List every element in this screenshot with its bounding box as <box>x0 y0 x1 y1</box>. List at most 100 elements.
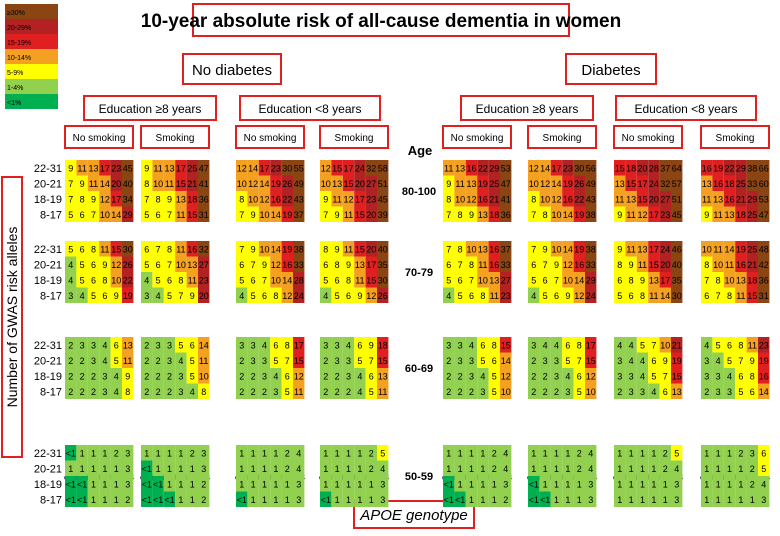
cell-value: 5 <box>167 291 172 301</box>
cell-value: 1 <box>357 464 362 474</box>
heat-cell <box>186 368 198 384</box>
heat-cell <box>198 206 210 222</box>
cell-value: 6 <box>480 340 485 350</box>
heat-cell <box>99 445 111 461</box>
cell-value: 23 <box>501 291 511 301</box>
heat-cell <box>354 337 366 353</box>
heat-cell <box>87 337 100 353</box>
cell-value: 1 <box>480 479 485 489</box>
heat-cell <box>443 445 455 461</box>
smoking-box <box>700 125 770 149</box>
heat-cell <box>671 368 683 384</box>
heat-cell <box>454 241 466 257</box>
heat-cell <box>87 272 100 288</box>
cell-value: 2 <box>369 464 374 474</box>
cell-value: 16 <box>702 163 712 173</box>
cell-value: 2 <box>531 387 536 397</box>
cell-value: 1 <box>323 479 328 489</box>
cell-value: 2 <box>469 387 474 397</box>
cell-value: 1 <box>346 448 351 458</box>
heat-cell <box>477 256 489 272</box>
heat-cell <box>175 476 187 492</box>
heat-cell <box>746 460 758 476</box>
cell-value: 1 <box>738 479 743 489</box>
cell-value: 25 <box>489 179 499 189</box>
heat-cell <box>648 460 660 476</box>
cell-value: 10 <box>724 275 734 285</box>
cell-value: 27 <box>366 179 376 189</box>
heat-cell <box>198 460 210 476</box>
cell-value: 1 <box>323 464 328 474</box>
cell-value: 11 <box>478 260 487 270</box>
cell-value: 5 <box>335 291 340 301</box>
heat-cell <box>636 272 649 288</box>
cell-value: 8 <box>335 260 340 270</box>
cell-value: 6 <box>738 371 743 381</box>
heat-cell <box>342 191 355 207</box>
heat-cell <box>550 160 563 176</box>
cell-value: 3 <box>80 340 85 350</box>
cell-value: 53 <box>759 194 769 204</box>
heat-cell <box>99 337 111 353</box>
cell-value: 3 <box>296 495 301 505</box>
heat-cell <box>671 460 683 476</box>
cell-value: 5 <box>144 260 149 270</box>
heat-cell <box>614 460 626 476</box>
heat-cell <box>454 460 466 476</box>
heat-cell <box>758 191 770 207</box>
cell-value: 2 <box>458 387 463 397</box>
heat-cell <box>443 206 455 222</box>
heat-cell <box>110 175 122 191</box>
cell-value: 2 <box>190 448 195 458</box>
cell-value: 2 <box>156 387 161 397</box>
cell-value: 5 <box>144 210 149 220</box>
cell-value: 24 <box>586 291 596 301</box>
cell-value: 38 <box>294 244 304 254</box>
cell-value: 14 <box>563 244 573 254</box>
heat-cell <box>550 191 563 207</box>
cell-value: 4 <box>617 340 622 350</box>
cell-value: 23 <box>366 194 376 204</box>
heat-cell <box>562 241 574 257</box>
cell-value: 1 <box>239 464 244 474</box>
heat-cell <box>198 160 210 176</box>
education-box <box>83 95 217 121</box>
cell-value: 6 <box>91 275 96 285</box>
heat-cell <box>454 445 466 461</box>
heat-cell <box>500 337 512 353</box>
cell-value: 20 <box>637 163 647 173</box>
cell-value: 19 <box>713 163 723 173</box>
cell-value: 12 <box>271 260 281 270</box>
heat-cell <box>746 445 758 461</box>
heat-cell <box>550 491 563 507</box>
heat-cell <box>585 368 597 384</box>
heat-cell <box>477 476 489 492</box>
cell-value: 1 <box>369 479 374 489</box>
heat-cell <box>320 191 332 207</box>
heat-cell <box>293 175 305 191</box>
cell-value: 51 <box>378 179 388 189</box>
heat-cell <box>443 241 455 257</box>
cell-value: 1 <box>102 479 107 489</box>
cell-value: 7 <box>68 179 73 189</box>
cell-value: 2 <box>323 356 328 366</box>
heat-cell <box>320 445 332 461</box>
heat-cell <box>141 256 153 272</box>
heat-cell <box>454 337 466 353</box>
heat-cell <box>488 460 500 476</box>
cell-value: 3 <box>167 340 172 350</box>
cell-value: 19 <box>282 244 292 254</box>
heat-cell <box>247 241 259 257</box>
cell-value: 6 <box>704 291 709 301</box>
cell-value: 17 <box>586 340 596 350</box>
heat-cell <box>99 383 111 399</box>
heat-cell <box>550 175 563 191</box>
title-box <box>192 3 570 37</box>
cell-value: 7 <box>285 356 290 366</box>
heat-cell <box>365 352 377 368</box>
heat-cell <box>701 241 713 257</box>
heat-cell <box>636 491 649 507</box>
heat-cell <box>701 206 713 222</box>
cell-value: 23 <box>111 163 121 173</box>
heat-cell <box>488 337 500 353</box>
